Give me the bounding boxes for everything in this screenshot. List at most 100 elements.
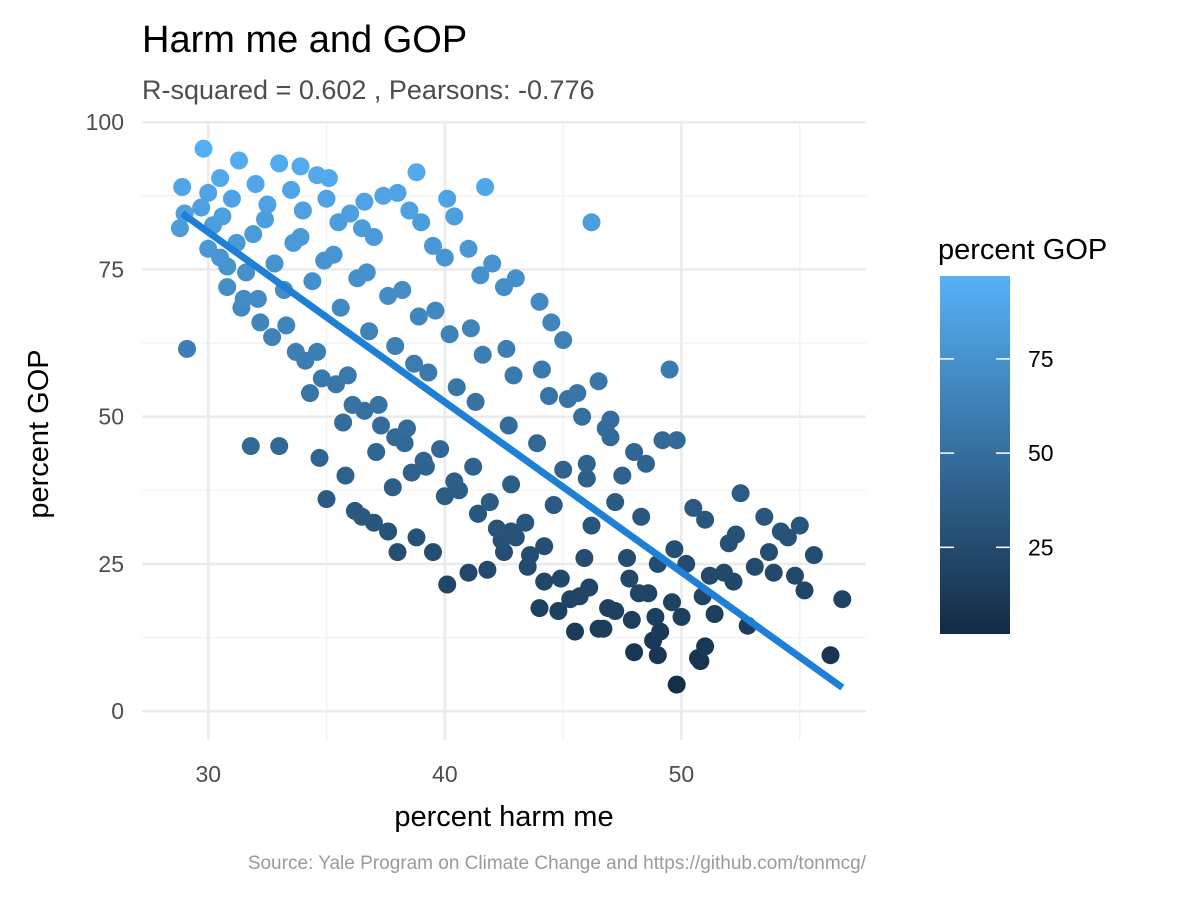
- data-point: [303, 272, 322, 291]
- data-point: [291, 157, 310, 176]
- data-point: [544, 496, 563, 514]
- data-point: [317, 189, 336, 208]
- data-point: [398, 419, 416, 438]
- y-tick-label: 75: [98, 256, 124, 282]
- data-point: [270, 154, 289, 173]
- data-point: [282, 180, 301, 199]
- data-point: [637, 454, 655, 473]
- data-point: [431, 440, 450, 459]
- data-point: [639, 584, 658, 603]
- data-point: [535, 572, 554, 591]
- data-point: [277, 316, 296, 335]
- data-point: [194, 139, 213, 158]
- data-point: [790, 516, 809, 535]
- data-point: [646, 607, 665, 626]
- data-point: [502, 475, 521, 494]
- legend-tick-label: 50: [1028, 440, 1054, 466]
- data-point: [684, 498, 703, 517]
- y-axis-ticks: 0 25 50 75 100: [86, 109, 124, 724]
- data-point: [549, 602, 568, 620]
- data-point: [577, 454, 596, 473]
- x-tick-label: 40: [432, 761, 458, 787]
- data-point: [575, 549, 594, 567]
- data-point: [786, 566, 804, 585]
- data-point: [293, 201, 312, 220]
- data-point: [270, 437, 289, 456]
- trend-line-group: [180, 210, 845, 691]
- data-point: [731, 484, 750, 503]
- data-point: [487, 519, 506, 538]
- data-point: [672, 607, 691, 626]
- data-point: [715, 563, 733, 582]
- data-point: [178, 339, 196, 358]
- data-point: [473, 345, 492, 364]
- data-point: [357, 263, 376, 282]
- data-point: [440, 325, 459, 344]
- data-point: [660, 360, 679, 379]
- data-point: [445, 472, 464, 491]
- data-point: [338, 366, 357, 385]
- data-point: [412, 213, 431, 232]
- data-point: [663, 593, 681, 612]
- data-point: [360, 322, 379, 341]
- data-point: [618, 549, 636, 567]
- data-point: [445, 207, 464, 226]
- data-point: [804, 546, 823, 565]
- data-point: [218, 278, 237, 297]
- data-point: [435, 248, 454, 267]
- x-tick-label: 30: [195, 761, 221, 787]
- data-point: [173, 178, 192, 196]
- data-point: [424, 543, 442, 562]
- data-point: [532, 360, 551, 379]
- data-point: [516, 513, 535, 532]
- data-point: [653, 431, 672, 450]
- y-tick-label: 0: [111, 698, 124, 724]
- data-point: [265, 254, 284, 273]
- x-tick-label: 50: [669, 761, 695, 787]
- data-point: [312, 369, 331, 388]
- data-point: [400, 201, 419, 220]
- data-point: [478, 560, 497, 579]
- data-point: [499, 416, 518, 435]
- data-point: [551, 569, 570, 588]
- data-point: [388, 183, 407, 202]
- data-point: [705, 605, 724, 623]
- data-point: [407, 528, 426, 547]
- data-point: [568, 384, 587, 403]
- data-point: [407, 163, 426, 182]
- data-point: [700, 566, 719, 585]
- data-point: [573, 407, 592, 426]
- data-point: [696, 510, 715, 529]
- data-point: [582, 516, 601, 535]
- data-point: [466, 392, 485, 411]
- data-point: [248, 289, 267, 308]
- data-point: [426, 301, 445, 320]
- data-point: [199, 239, 218, 258]
- legend-colorbar: [940, 276, 1010, 634]
- data-point: [345, 501, 364, 520]
- data-point: [386, 337, 405, 355]
- data-point: [632, 507, 651, 526]
- data-point: [577, 469, 596, 488]
- data-point: [438, 189, 457, 208]
- data-point: [419, 363, 438, 382]
- data-point: [535, 537, 554, 556]
- data-point: [502, 522, 521, 541]
- data-point: [343, 395, 362, 414]
- x-axis-ticks: 30 40 50: [195, 761, 694, 787]
- data-point: [464, 457, 483, 476]
- data-point: [469, 504, 487, 523]
- data-point: [594, 619, 613, 638]
- data-point: [213, 207, 232, 226]
- data-point: [308, 166, 327, 185]
- data-point: [424, 236, 442, 255]
- trend-line: [180, 210, 845, 691]
- data-point: [438, 575, 457, 594]
- color-legend: percent GOP 25 50 75: [938, 234, 1107, 634]
- data-point: [497, 339, 516, 358]
- data-point: [554, 460, 573, 479]
- data-point: [402, 463, 421, 482]
- data-point: [241, 437, 260, 456]
